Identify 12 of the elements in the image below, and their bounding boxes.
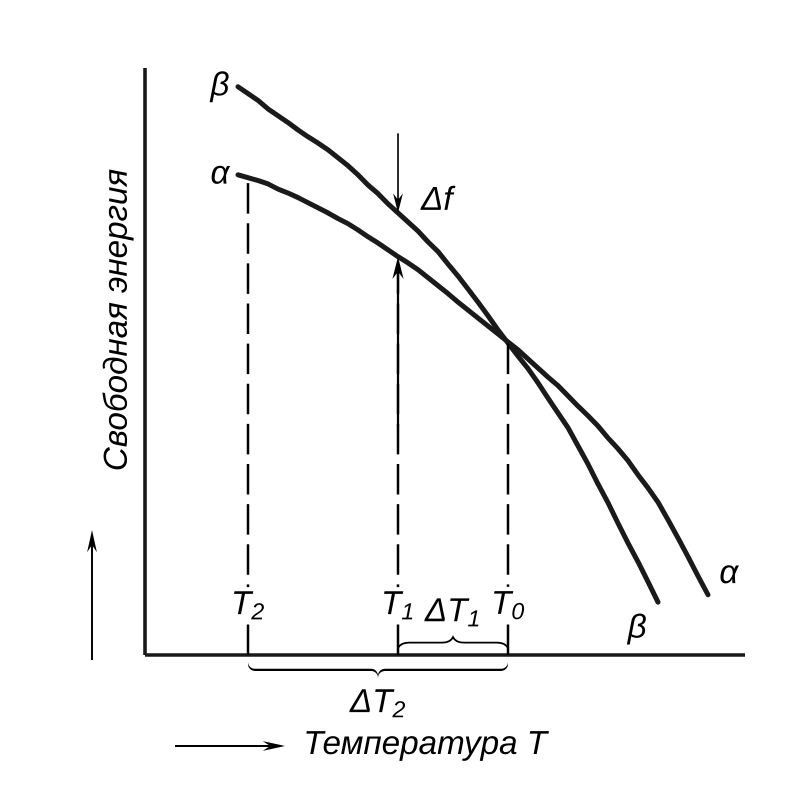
x-tick-label: T$_{1}$ xyxy=(384,591,412,620)
series-label: β xyxy=(210,71,229,102)
text: β xyxy=(626,613,646,644)
series-label: α xyxy=(212,166,230,184)
x-tick-label: T$_{0}$ xyxy=(494,591,524,620)
x-tick-label: T$_{2}$ xyxy=(234,591,264,620)
annotation: Δf xyxy=(420,186,456,210)
y-axis-title: Свободная энергия xyxy=(102,170,134,470)
annotation: ΔT$_{1}$ xyxy=(424,598,478,626)
text: ΔT$_{2}$ xyxy=(349,689,406,718)
x-axis-title: Температура T xyxy=(306,731,549,761)
text: α xyxy=(720,565,740,584)
